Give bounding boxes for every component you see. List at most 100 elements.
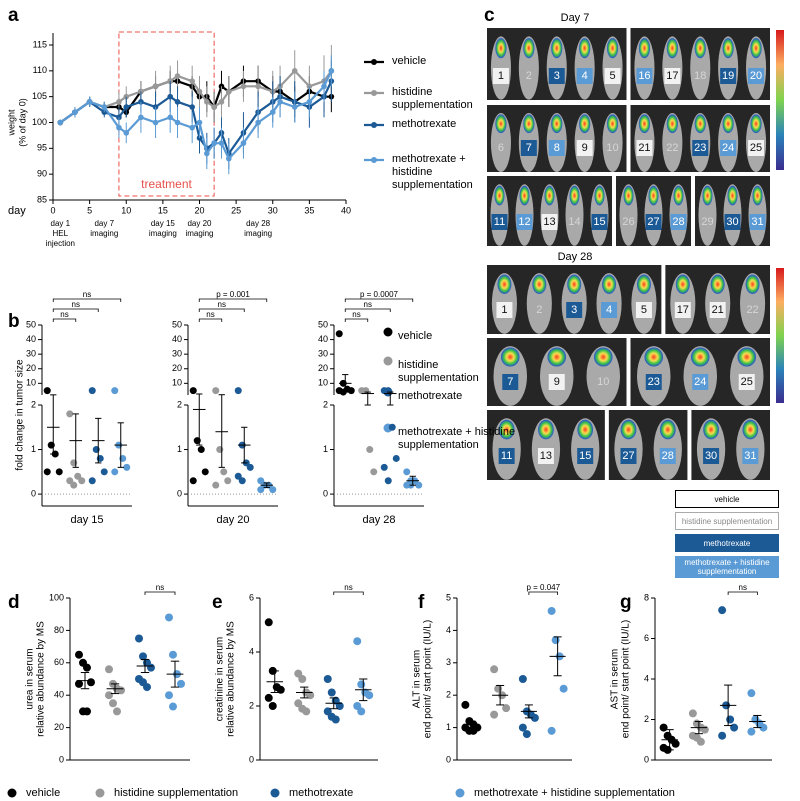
comparison-label: ns <box>60 310 68 319</box>
dot <box>212 481 220 489</box>
comparison-label: p = 0.0007 <box>360 290 399 299</box>
mouse-tag <box>566 302 583 318</box>
mouse-number: 18 <box>694 70 706 82</box>
comparison-label: ns <box>218 300 226 309</box>
dot <box>66 477 74 485</box>
mouse-number: 12 <box>518 216 530 228</box>
y-tick-label: 20 <box>318 363 328 373</box>
dot <box>730 723 739 732</box>
dot <box>306 691 315 700</box>
mouse-tag <box>576 68 593 84</box>
signal <box>498 419 515 440</box>
dot <box>264 693 273 702</box>
dot <box>143 683 151 692</box>
comparison-bracket <box>727 591 758 595</box>
mouse-tag <box>645 214 662 230</box>
x-tick-label: 40 <box>341 205 351 215</box>
group-legend: vehicle <box>675 490 779 508</box>
signal <box>675 274 690 294</box>
mouse-number: 22 <box>746 304 758 316</box>
dot <box>335 702 344 710</box>
mouse-tag <box>720 68 737 84</box>
point <box>204 150 210 157</box>
signal <box>577 419 594 440</box>
mouse-tag <box>748 140 765 156</box>
x-tick-label: 20 <box>194 205 204 215</box>
point <box>211 104 217 110</box>
point <box>86 99 93 105</box>
y-tick-label: 10 <box>172 378 182 388</box>
dot <box>718 606 727 615</box>
y-tick-label: 85 <box>37 194 47 204</box>
panel-label: a <box>8 5 19 26</box>
dot <box>302 707 311 716</box>
mouse-tag <box>659 448 676 464</box>
mouse-tag <box>541 214 558 230</box>
y-tick-label: 40 <box>54 690 64 700</box>
mouse-tag <box>670 214 687 230</box>
point <box>174 119 181 126</box>
dot <box>224 477 232 485</box>
signal <box>690 347 710 367</box>
signal <box>710 274 725 294</box>
signal <box>722 114 734 134</box>
mouse-number: 30 <box>705 450 717 462</box>
y-tick-label: 6 <box>249 592 254 602</box>
point <box>72 109 78 115</box>
signal <box>694 38 706 59</box>
y-tick-label: 8 <box>644 592 649 602</box>
mouse-number: 5 <box>641 304 647 316</box>
mouse-tag <box>636 68 653 84</box>
y-tick-label: 3 <box>446 657 451 667</box>
x-axis-label: day 20 <box>216 514 249 526</box>
mouse-tag <box>548 140 565 156</box>
y-axis-label: fold change in tumor size <box>15 359 26 471</box>
y-tick-label: 90 <box>37 169 47 179</box>
signal <box>551 38 563 59</box>
dot <box>113 707 121 716</box>
dot <box>264 618 273 627</box>
y-tick-label: 0 <box>31 488 36 498</box>
mouse-number: 4 <box>582 70 588 82</box>
signal <box>702 185 713 206</box>
mouse-number: 21 <box>712 304 724 316</box>
dot <box>189 477 197 485</box>
y-tick-label: 30 <box>318 349 328 359</box>
point <box>218 83 225 90</box>
dot <box>365 691 374 700</box>
dot <box>269 486 277 494</box>
legend-marker <box>371 157 377 163</box>
point <box>255 119 261 126</box>
mouse-tag <box>576 140 593 156</box>
y-tick-label: 1 <box>177 444 182 454</box>
mouse-number: 13 <box>540 450 552 462</box>
point <box>321 83 327 90</box>
mouse-tag <box>749 214 766 230</box>
mouse-number: 17 <box>666 70 678 82</box>
point <box>101 104 108 110</box>
point <box>196 88 203 95</box>
dot <box>100 468 108 476</box>
dot <box>370 468 378 476</box>
mouse-number: 26 <box>622 216 634 228</box>
dot <box>726 715 735 724</box>
mouse-number: 10 <box>606 142 618 154</box>
group-legend: methotrexate <box>675 534 779 552</box>
mouse-number: 25 <box>750 142 762 154</box>
y-tick-label: 1 <box>446 722 451 732</box>
signal <box>745 274 760 294</box>
x-axis-label: day 28 <box>362 514 395 526</box>
dot <box>747 689 756 698</box>
mouse-number: 14 <box>568 216 580 228</box>
legend-label: histidine supplementation <box>114 787 238 799</box>
dot <box>366 446 374 454</box>
mouse-tag <box>604 68 621 84</box>
comparison-bracket <box>144 591 176 595</box>
dot <box>403 468 411 476</box>
point <box>174 99 181 105</box>
comparison-bracket <box>52 298 122 302</box>
legend-label: methotrexate + histidine supplementation <box>398 426 516 451</box>
x-tick-label: 35 <box>304 205 314 215</box>
